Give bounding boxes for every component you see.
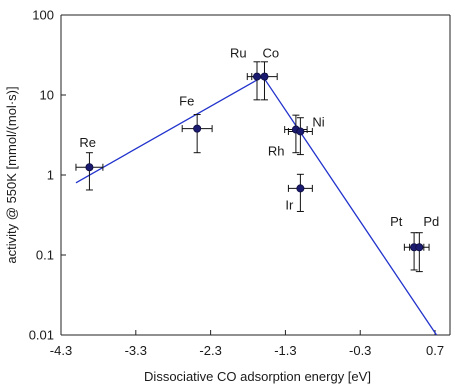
point-label-fe: Fe	[179, 94, 194, 109]
data-point-ru	[252, 72, 261, 81]
data-point-pd	[415, 243, 424, 252]
data-point-fe	[193, 124, 202, 133]
data-point-ni	[296, 127, 305, 136]
y-tick-label: 0.01	[29, 328, 54, 343]
data-point-ir	[296, 184, 305, 193]
data-point-re	[85, 163, 94, 172]
x-tick-label: -1.3	[274, 343, 296, 358]
fit-line-right-branch	[262, 76, 438, 336]
point-label-co: Co	[262, 46, 279, 61]
error-bars	[75, 61, 430, 273]
y-tick-labels: 0.01 0.1 1 10 100	[29, 8, 54, 343]
point-label-ir: Ir	[285, 197, 294, 212]
fit-lines	[75, 75, 438, 336]
x-tick-labels: -4.3 -3.3 -2.3 -1.3 -0.3 0.7	[50, 343, 444, 358]
point-label-rh: Rh	[268, 144, 285, 159]
y-tick-label: 0.1	[36, 248, 54, 263]
y-tick-label: 1	[47, 168, 54, 183]
point-label-pd: Pd	[423, 214, 439, 229]
x-axis-title: Dissociative CO adsorption energy [eV]	[144, 369, 371, 384]
y-axis-title: activity @ 550K [mmol/(mol·s)]	[4, 86, 19, 263]
x-tick-label: -2.3	[199, 343, 221, 358]
point-label-pt: Pt	[390, 214, 403, 229]
point-label-re: Re	[79, 135, 96, 150]
x-tick-label: -3.3	[125, 343, 147, 358]
y-tick-label: 10	[40, 88, 54, 103]
tick-marks	[60, 14, 436, 336]
y-tick-label: 100	[32, 8, 54, 23]
point-label-ni: Ni	[312, 114, 324, 129]
point-labels: Re Fe Ru Co Rh Ni Ir Pt Pd	[79, 46, 439, 230]
x-tick-label: -4.3	[50, 343, 72, 358]
data-points	[85, 72, 424, 252]
axes-frame	[60, 14, 451, 336]
fit-line-left-branch	[75, 75, 264, 184]
point-label-ru: Ru	[230, 46, 247, 61]
x-tick-label: 0.7	[426, 343, 444, 358]
x-tick-label: -0.3	[349, 343, 371, 358]
data-point-co	[260, 72, 269, 81]
